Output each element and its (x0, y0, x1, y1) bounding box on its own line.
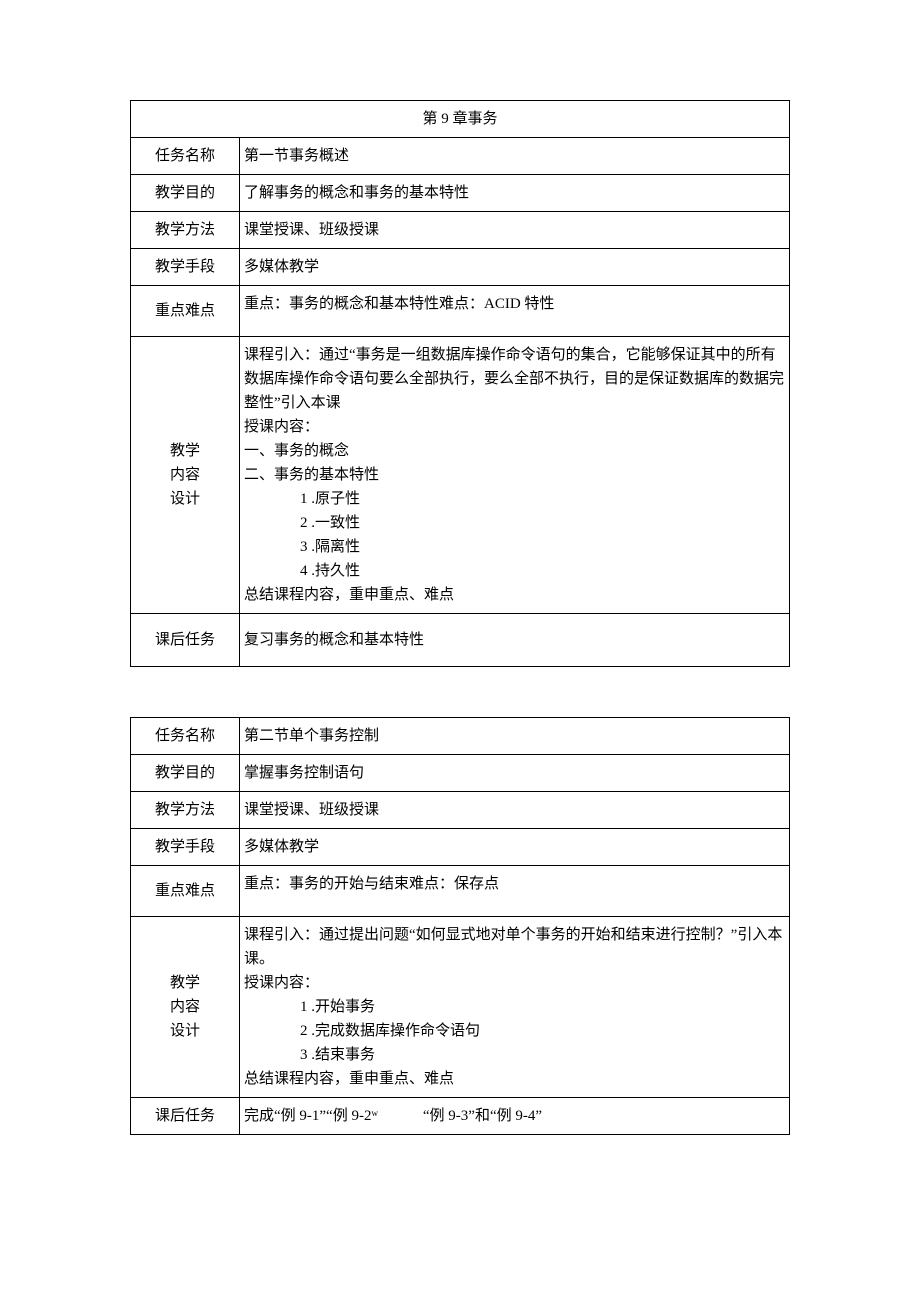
intro-text: 课程引入：通过“事务是一组数据库操作命令语句的集合，它能够保证其中的所有数据库操… (244, 343, 785, 415)
design-label-1: 教学 (135, 439, 235, 463)
c2: 二、事务的基本特性 (244, 463, 785, 487)
p1: 1 .开始事务 (244, 995, 785, 1019)
task-name-label: 任务名称 (131, 718, 240, 755)
chapter-title: 第 9 章事务 (131, 101, 790, 138)
task-name-value: 第二节单个事务控制 (240, 718, 790, 755)
p2: 2 .一致性 (244, 511, 785, 535)
means-label: 教学手段 (131, 249, 240, 286)
means-value: 多媒体教学 (240, 829, 790, 866)
p2: 2 .完成数据库操作命令语句 (244, 1019, 785, 1043)
goal-value: 掌握事务控制语句 (240, 755, 790, 792)
method-value: 课堂授课、班级授课 (240, 792, 790, 829)
document-page: 第 9 章事务 任务名称 第一节事务概述 教学目的 了解事务的概念和事务的基本特… (0, 0, 920, 1285)
after-value: 复习事务的概念和基本特性 (240, 614, 790, 667)
method-label: 教学方法 (131, 792, 240, 829)
key-label: 重点难点 (131, 866, 240, 917)
design-label: 教学 内容 设计 (131, 337, 240, 614)
after-label: 课后任务 (131, 1098, 240, 1135)
key-value: 重点：事务的概念和基本特性难点：ACID 特性 (240, 286, 790, 337)
design-label-3: 设计 (135, 487, 235, 511)
design-content: 课程引入：通过提出问题“如何显式地对单个事务的开始和结束进行控制？”引入本课。 … (240, 917, 790, 1098)
design-label-2: 内容 (135, 995, 235, 1019)
task-name-label: 任务名称 (131, 138, 240, 175)
content-header: 授课内容： (244, 971, 785, 995)
task-name-value: 第一节事务概述 (240, 138, 790, 175)
after-value: 完成“例 9-1”“例 9-2ʷ “例 9-3”和“例 9-4” (240, 1098, 790, 1135)
design-label: 教学 内容 设计 (131, 917, 240, 1098)
means-value: 多媒体教学 (240, 249, 790, 286)
method-value: 课堂授课、班级授课 (240, 212, 790, 249)
p3: 3 .隔离性 (244, 535, 785, 559)
after-label: 课后任务 (131, 614, 240, 667)
design-label-2: 内容 (135, 463, 235, 487)
summary: 总结课程内容，重申重点、难点 (244, 583, 785, 607)
content-header: 授课内容： (244, 415, 785, 439)
key-value: 重点：事务的开始与结束难点：保存点 (240, 866, 790, 917)
means-label: 教学手段 (131, 829, 240, 866)
method-label: 教学方法 (131, 212, 240, 249)
lesson-table-2: 任务名称 第二节单个事务控制 教学目的 掌握事务控制语句 教学方法 课堂授课、班… (130, 717, 790, 1135)
design-content: 课程引入：通过“事务是一组数据库操作命令语句的集合，它能够保证其中的所有数据库操… (240, 337, 790, 614)
key-text: 重点：事务的概念和基本特性难点：ACID 特性 (244, 296, 554, 312)
goal-value: 了解事务的概念和事务的基本特性 (240, 175, 790, 212)
key-label: 重点难点 (131, 286, 240, 337)
goal-label: 教学目的 (131, 755, 240, 792)
p4: 4 .持久性 (244, 559, 785, 583)
key-text: 重点：事务的开始与结束难点：保存点 (244, 876, 499, 892)
design-label-1: 教学 (135, 971, 235, 995)
p3: 3 .结束事务 (244, 1043, 785, 1067)
c1: 一、事务的概念 (244, 439, 785, 463)
summary: 总结课程内容，重申重点、难点 (244, 1067, 785, 1091)
goal-label: 教学目的 (131, 175, 240, 212)
intro-text: 课程引入：通过提出问题“如何显式地对单个事务的开始和结束进行控制？”引入本课。 (244, 923, 785, 971)
lesson-table-1: 第 9 章事务 任务名称 第一节事务概述 教学目的 了解事务的概念和事务的基本特… (130, 100, 790, 667)
design-label-3: 设计 (135, 1019, 235, 1043)
p1: 1 .原子性 (244, 487, 785, 511)
